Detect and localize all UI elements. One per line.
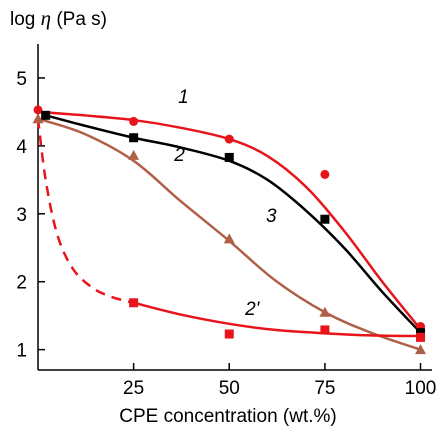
series-4-point bbox=[320, 325, 330, 335]
series-4-label: 2' bbox=[244, 299, 261, 320]
x-tick-label: 50 bbox=[219, 378, 240, 399]
series-1-point bbox=[33, 105, 43, 115]
y-axis-title-suffix: (Pa s) bbox=[51, 9, 108, 30]
series-3-point bbox=[223, 233, 235, 244]
series-4-point bbox=[416, 332, 426, 342]
x-tick-label: 25 bbox=[123, 378, 144, 399]
series-2-point bbox=[129, 133, 139, 143]
series-4-point bbox=[224, 329, 234, 339]
series-2-line bbox=[45, 114, 422, 334]
y-axis-title: log η (Pa s) bbox=[10, 6, 107, 31]
y-axis-title-symbol: η bbox=[40, 6, 52, 30]
labels: 1 2 3 2' bbox=[173, 87, 277, 320]
series-1-label: 1 bbox=[178, 87, 189, 108]
series-3-label: 3 bbox=[266, 206, 277, 227]
series-4-dashed-line bbox=[36, 118, 134, 304]
series-3-point bbox=[128, 149, 140, 160]
x-tick-label: 100 bbox=[405, 378, 437, 399]
y-tick-label: 3 bbox=[16, 205, 27, 226]
markers bbox=[32, 105, 427, 355]
series-2-point bbox=[416, 328, 426, 338]
y-axis-title-prefix: log bbox=[10, 9, 41, 30]
x-axis-title: CPE concentration (wt.%) bbox=[119, 406, 337, 427]
series-2-point bbox=[320, 214, 330, 224]
x-tick-label: 75 bbox=[314, 378, 335, 399]
series-3-point bbox=[415, 344, 427, 355]
series-4-line bbox=[133, 301, 421, 338]
y-tick-label: 1 bbox=[16, 341, 27, 362]
series-1-point bbox=[129, 116, 139, 126]
curves bbox=[36, 110, 422, 351]
y-tick-label: 4 bbox=[16, 137, 27, 158]
y-tick-label: 2 bbox=[16, 273, 27, 294]
series-3-point bbox=[319, 306, 331, 317]
series-2-label: 2 bbox=[173, 145, 185, 166]
y-tick-label: 5 bbox=[16, 69, 27, 90]
series-1-line bbox=[37, 110, 422, 331]
series-2-point bbox=[41, 110, 51, 120]
series-1-point bbox=[320, 169, 330, 179]
series-2-point bbox=[224, 152, 234, 162]
series-3-point bbox=[32, 113, 44, 124]
series-4-point bbox=[129, 298, 139, 308]
series-1-point bbox=[224, 134, 234, 144]
axes: 25 50 75 100 1 2 3 4 5 bbox=[16, 44, 436, 399]
